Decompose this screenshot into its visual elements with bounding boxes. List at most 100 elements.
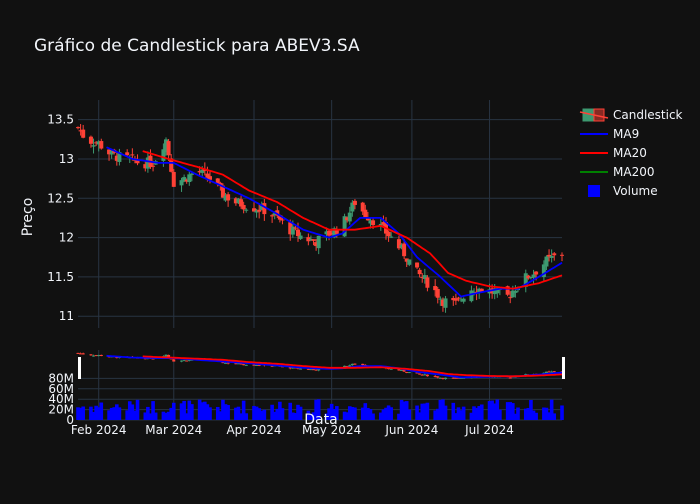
candle-body (239, 199, 244, 207)
candle-body (223, 195, 228, 201)
price-tick-label: 11.5 (47, 270, 74, 284)
range-slider-handle-left[interactable] (78, 357, 81, 379)
mini-candle-body (306, 368, 310, 370)
candle-body (187, 174, 192, 183)
mini-candle-body (239, 363, 243, 365)
volume-bar (371, 413, 375, 420)
volume-bar (130, 404, 135, 420)
volume-bar (526, 407, 531, 420)
mini-candle-body (389, 368, 393, 370)
range-slider-handle-right[interactable] (562, 357, 565, 379)
candle-body (99, 141, 104, 149)
mini-candle-body (423, 374, 427, 376)
candle-body (296, 229, 300, 237)
volume-bar (417, 412, 422, 420)
legend-item-candlestick[interactable]: Candlestick (579, 108, 683, 122)
candle-body (78, 130, 83, 132)
mini-candle-body (115, 357, 119, 359)
volume-bar (272, 411, 277, 420)
mini-candle-body (151, 358, 155, 360)
mini-candle-body (187, 359, 191, 361)
candle-body (332, 228, 337, 238)
x-axis: Feb 2024 Mar 2024 Apr 2024 May 2024 Jun 2024… (71, 423, 514, 437)
candle-body (425, 277, 430, 288)
candle-body (233, 198, 238, 204)
legend-item-ma20[interactable]: MA20 (580, 146, 647, 160)
candle-body (166, 141, 171, 156)
volume-bar (184, 413, 189, 420)
price-tick-label: 12 (59, 231, 74, 245)
volume-bar (492, 403, 497, 420)
volume-bar (166, 411, 171, 420)
candle-body (76, 127, 80, 129)
volume-bar (404, 401, 409, 420)
mini-candle-body (244, 364, 248, 366)
candle-body (164, 139, 168, 153)
candle-body (541, 264, 546, 277)
candle-body (402, 243, 407, 257)
volume-bar (347, 406, 352, 420)
candle-body (451, 298, 456, 301)
candle-body (433, 286, 438, 291)
candle-body (135, 159, 140, 164)
volume-bar (215, 406, 220, 420)
legend-item-volume[interactable]: Volume (588, 184, 658, 198)
candle-body (347, 212, 352, 222)
candle-body (252, 208, 256, 212)
mini-ma20-line (142, 355, 563, 378)
price-tick-label: 13.5 (47, 113, 74, 127)
candle-body (182, 177, 187, 182)
volume-bar (469, 412, 474, 420)
candle-body (534, 271, 539, 275)
mini-candle-body (312, 369, 316, 371)
candle-body (513, 290, 518, 293)
legend-item-ma200[interactable]: MA200 (580, 165, 654, 179)
candle-body (197, 171, 202, 173)
volume-bar (523, 408, 528, 420)
volume-bar (314, 399, 318, 420)
mini-candle-body (167, 354, 171, 358)
volume-bar (529, 400, 533, 420)
mini-candle-body (299, 368, 303, 370)
mini-candle-body (407, 372, 411, 374)
volume-bar (327, 408, 331, 420)
mini-candle-body (444, 377, 448, 380)
volume-bar (505, 402, 510, 420)
volume-bar (508, 402, 513, 420)
mini-candle-body (89, 354, 93, 356)
candle-body (270, 215, 275, 217)
candle-body (81, 129, 86, 138)
volume-bar (187, 400, 192, 420)
candle-body (469, 290, 474, 302)
volume-bar (389, 407, 393, 420)
volume-bar (513, 413, 518, 420)
volume-bar (335, 406, 339, 420)
volume-bar (81, 406, 85, 420)
legend-label: MA200 (613, 165, 654, 179)
mini-candle-body (451, 377, 455, 379)
candle-body (241, 205, 246, 210)
volume-bar (218, 411, 223, 420)
volume-bar (379, 412, 383, 420)
volume-bar (153, 412, 158, 420)
mini-candle-body (296, 367, 300, 369)
candle-body (254, 210, 259, 213)
candle-body (179, 180, 184, 186)
volume-bar (454, 413, 458, 420)
volume-bar (350, 406, 355, 420)
legend-item-ma9[interactable]: MA9 (580, 127, 639, 141)
price-y-axis: 11 11.5 12 12.5 13 13.5 (47, 113, 74, 324)
candle-body (275, 210, 280, 216)
candle-body (205, 173, 210, 178)
mini-candle-body (405, 371, 409, 373)
mini-candle-body (76, 352, 80, 354)
volume-bar (182, 400, 186, 420)
candle-body (200, 169, 205, 173)
mini-candle-body (270, 365, 274, 367)
candle-body (510, 290, 515, 298)
candle-body (215, 178, 220, 184)
volume-bar (544, 407, 549, 420)
volume-bar (560, 405, 564, 420)
candle-body (360, 202, 365, 212)
